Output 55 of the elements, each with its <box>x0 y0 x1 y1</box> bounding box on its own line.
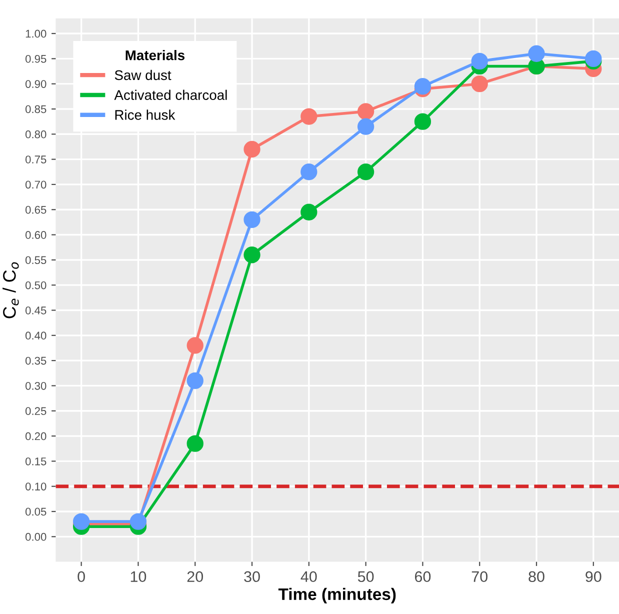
y-tick-label: 0.40 <box>25 332 46 340</box>
point <box>130 513 147 530</box>
point <box>186 337 204 354</box>
point <box>186 435 204 452</box>
x-tick-label: 50 <box>358 571 374 582</box>
x-tick-label: 30 <box>244 571 260 582</box>
x-tick-label: 10 <box>130 571 146 582</box>
x-tick-label: 90 <box>586 571 602 582</box>
point <box>300 108 318 125</box>
point <box>528 45 545 62</box>
point <box>186 372 204 390</box>
legend-label: Saw dust <box>114 70 172 80</box>
x-tick-label: 20 <box>187 571 204 582</box>
y-tick-label: 0.45 <box>25 306 46 314</box>
x-tick-label: 40 <box>300 571 317 582</box>
y-tick-label: 0.85 <box>25 105 46 114</box>
y-tick-label: 0.25 <box>25 407 46 416</box>
y-tick-label: 0.80 <box>25 130 46 138</box>
point <box>357 118 374 135</box>
legend-title: Materials <box>126 50 185 60</box>
point <box>72 513 90 530</box>
point <box>244 211 260 228</box>
y-tick-label: 0.10 <box>25 482 46 490</box>
y-tick-label: 0.60 <box>25 231 46 239</box>
point <box>471 52 488 70</box>
point <box>357 103 374 120</box>
y-tick-label: 0.30 <box>25 382 46 390</box>
point <box>357 164 374 180</box>
point <box>244 246 260 264</box>
point <box>414 113 432 130</box>
x-tick-label: 80 <box>528 571 544 582</box>
x-tick-label: 0 <box>78 571 85 582</box>
point <box>300 204 318 220</box>
y-tick-label: 1.00 <box>26 30 46 38</box>
y-tick-label: 0.65 <box>25 206 46 214</box>
y-tick-label: 0.50 <box>25 281 46 290</box>
legend-label: Rice husk <box>115 110 176 120</box>
point <box>471 75 488 92</box>
y-tick-label: 0.95 <box>25 54 46 63</box>
y-tick-label: 0.15 <box>25 457 46 466</box>
y-axis-title: C$_{e}$ / C$_{o}$ <box>2 262 19 318</box>
legend-label: Activated charcoal <box>114 90 227 100</box>
point <box>300 164 318 180</box>
y-tick-label: 0.90 <box>25 80 46 88</box>
y-tick-label: 0.00 <box>25 532 46 541</box>
y-tick-label: 0.35 <box>25 356 46 365</box>
point <box>244 140 260 158</box>
x-tick-label: 60 <box>414 571 431 582</box>
y-tick-label: 0.05 <box>25 508 46 516</box>
y-tick-label: 0.20 <box>25 432 46 440</box>
y-tick-label: 0.75 <box>25 156 46 164</box>
y-tick-label: 0.55 <box>25 256 46 264</box>
y-tick-label: 0.70 <box>25 180 46 189</box>
x-tick-label: 70 <box>472 571 488 582</box>
x-axis-title: Time (minutes) <box>278 588 396 604</box>
